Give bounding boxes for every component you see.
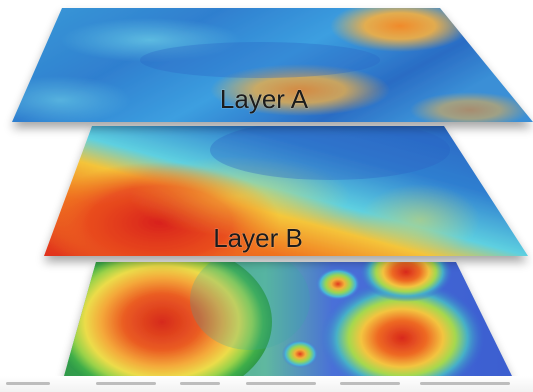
bottom-caption-strip bbox=[0, 376, 533, 392]
caption-fragment bbox=[96, 382, 156, 385]
layer-a-label: Layer A bbox=[220, 84, 309, 114]
caption-fragment bbox=[340, 382, 400, 385]
caption-fragment bbox=[6, 382, 50, 385]
caption-fragment bbox=[246, 382, 316, 385]
caption-fragment bbox=[420, 382, 510, 385]
layer-a-surface: Layer A bbox=[12, 8, 533, 122]
layer-b-surface: Layer B bbox=[44, 126, 528, 256]
layer-b-label: Layer B bbox=[213, 223, 303, 253]
caption-fragment bbox=[180, 382, 220, 385]
layer-c-surface bbox=[64, 262, 512, 376]
